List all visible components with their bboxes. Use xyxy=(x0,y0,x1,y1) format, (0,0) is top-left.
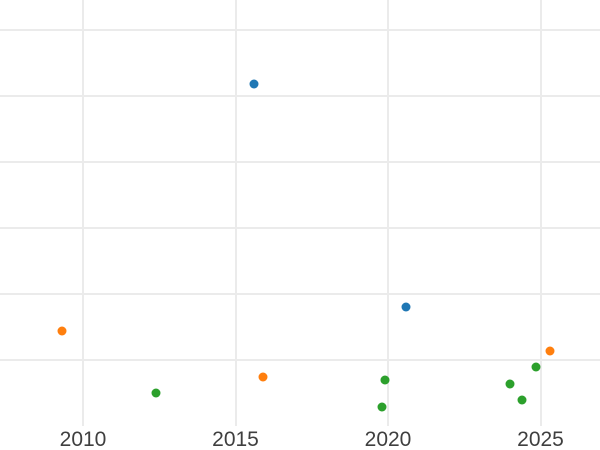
gridline-vertical xyxy=(539,0,542,426)
data-point-green xyxy=(505,379,515,389)
data-point-green xyxy=(151,388,161,398)
gridline-horizontal xyxy=(0,293,600,295)
gridline-horizontal xyxy=(0,359,600,361)
gridline-vertical xyxy=(387,0,389,426)
gridline-horizontal xyxy=(0,227,600,229)
data-point-blue xyxy=(249,79,259,89)
x-tick-label: 2025 xyxy=(517,428,564,450)
x-tick-label: 2020 xyxy=(364,428,412,450)
gridline-vertical xyxy=(82,0,84,426)
gridline-horizontal xyxy=(0,29,600,31)
data-point-green xyxy=(380,375,390,385)
x-axis: 2010 2015 2020 2025 xyxy=(0,426,600,450)
data-point-green xyxy=(377,402,387,412)
data-point-green xyxy=(517,395,527,405)
data-point-orange xyxy=(57,326,67,336)
gridline-vertical xyxy=(234,0,237,426)
data-point-green xyxy=(531,362,541,372)
data-point-blue xyxy=(401,302,411,312)
plot-area xyxy=(0,0,600,426)
x-tick-label: 2015 xyxy=(212,428,259,450)
gridline-horizontal xyxy=(0,161,600,163)
data-point-orange xyxy=(545,346,555,356)
gridline-horizontal xyxy=(0,95,600,97)
x-tick-label: 2010 xyxy=(59,428,107,450)
data-point-orange xyxy=(258,372,268,382)
